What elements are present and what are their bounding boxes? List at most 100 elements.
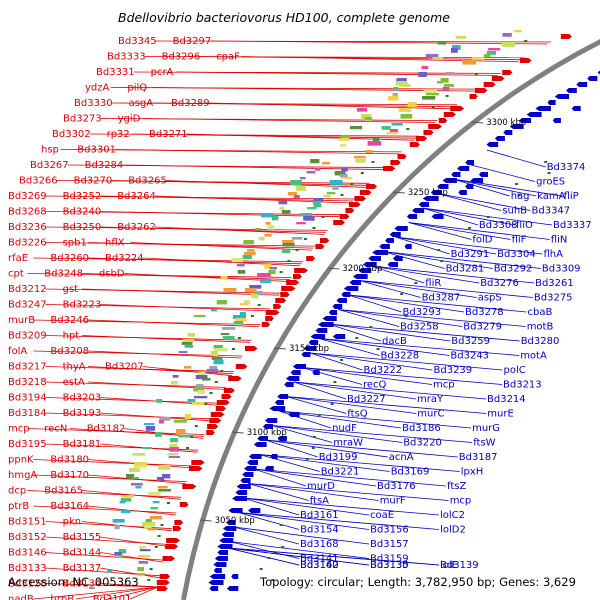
forward-gene-arrow: [253, 442, 267, 447]
leader-line-forward: [310, 352, 363, 371]
gene-labels: Bd3345 Bd3297 Bd3333 Bd3296 cpaF Bd3331 pcrA yd…: [8, 36, 592, 600]
reverse-gene-arrow: [191, 460, 205, 465]
category-block: [445, 72, 455, 75]
category-block: [386, 132, 399, 135]
gene-label-forward: Bd3259: [451, 336, 490, 347]
category-block: [423, 90, 438, 94]
leader-line-forward: [247, 483, 309, 501]
category-block: [194, 396, 208, 399]
kbp-tick-label: 3150 kbp: [289, 344, 329, 354]
gene-label-reverse: Bd3128: [8, 579, 47, 590]
forward-gene-arrow: [209, 574, 226, 579]
kbp-tick-label: 3250 kbp: [408, 188, 448, 198]
reverse-gene-arrow: [182, 484, 197, 489]
leader-line-forward: [338, 309, 400, 327]
reverse-gene-arrow: [179, 502, 189, 507]
leader-line-forward: [271, 425, 333, 443]
rna-marker: [515, 183, 519, 185]
category-block: [396, 78, 407, 83]
forward-gene-arrow: [232, 496, 248, 501]
category-block: [361, 114, 372, 119]
leader-line-reverse: [27, 490, 182, 498]
forward-gene-arrow: [262, 424, 273, 429]
leader-line-forward: [286, 396, 417, 414]
leader-line-reverse: [87, 366, 233, 375]
gene-label-reverse: Bd3146: [8, 548, 47, 559]
category-block: [381, 126, 391, 130]
leader-line-forward: [469, 164, 536, 182]
forward-gene-arrow: [270, 454, 278, 459]
category-block: [170, 381, 178, 385]
forward-gene-arrow: [328, 310, 338, 315]
category-block: [341, 168, 348, 172]
gene-label-reverse: hpt: [63, 331, 80, 342]
leader-line-reverse: [81, 490, 181, 500]
forward-gene-arrow: [494, 136, 505, 141]
leader-line-reverse: [100, 583, 158, 588]
rna-marker: [404, 315, 408, 317]
gene-label-reverse: Bd3289: [171, 98, 210, 109]
category-block: [243, 300, 251, 305]
kbp-tick-mark: [471, 121, 484, 124]
leader-line-reverse: [130, 242, 312, 251]
forward-gene-arrow: [240, 478, 251, 483]
forward-gene-arrow: [217, 550, 228, 555]
category-block: [114, 552, 122, 556]
forward-gene-arrow: [566, 88, 577, 93]
gene-label-forward: Bd3280: [521, 336, 560, 347]
gene-label-forward: Bd3199: [319, 452, 358, 463]
leader-line-forward: [452, 178, 510, 197]
category-block: [334, 171, 346, 176]
forward-gene-arrow: [248, 508, 261, 513]
leader-line-reverse: [208, 102, 453, 110]
leader-line-forward: [359, 280, 421, 298]
rna-marker: [437, 249, 441, 251]
category-block: [112, 519, 125, 523]
category-block: [306, 171, 316, 174]
category-block: [392, 93, 398, 96]
leader-line-forward: [259, 454, 390, 472]
reverse-gene-arrow: [315, 244, 325, 249]
category-block: [268, 270, 276, 275]
reverse-gene-arrow: [483, 82, 496, 87]
gene-label-forward: Bd3141: [300, 554, 339, 565]
leader-line-forward: [238, 512, 300, 530]
reverse-gene-arrow: [383, 166, 396, 171]
category-block: [240, 303, 249, 306]
forward-gene-arrow: [597, 70, 600, 75]
gene-label-forward: fliN: [551, 235, 568, 246]
gene-label-forward: Bd3156: [370, 525, 409, 536]
gene-label-reverse: Bd3330: [74, 98, 113, 109]
leader-line-forward: [395, 236, 450, 255]
rna-marker: [355, 337, 359, 339]
leader-line-reverse: [100, 567, 160, 579]
gene-label-reverse: pilQ: [127, 83, 147, 94]
gene-label-reverse: rp32: [107, 129, 130, 140]
category-block: [398, 108, 412, 112]
forward-gene-arrow: [422, 196, 439, 201]
kbp-tick-label: 3050 kbp: [215, 516, 255, 526]
category-block: [192, 402, 205, 405]
category-block: [187, 333, 196, 337]
gene-label-forward: fliF: [512, 235, 527, 246]
forward-gene-arrow: [465, 184, 474, 189]
gene-label-reverse: Bd3301: [77, 145, 116, 156]
forward-gene-arrow: [303, 346, 317, 351]
reverse-gene-arrow: [293, 274, 302, 279]
category-block: [222, 336, 235, 340]
category-block: [341, 135, 350, 138]
category-block: [350, 126, 363, 130]
forward-gene-arrow: [214, 556, 228, 561]
gene-label-forward: Bd3279: [463, 322, 502, 333]
category-block: [422, 96, 436, 100]
rna-marker: [160, 524, 164, 526]
gene-label-forward: Bd3176: [377, 481, 416, 492]
rna-marker: [340, 194, 344, 196]
leader-line-reverse: [33, 505, 177, 514]
leader-line-forward: [248, 483, 379, 501]
gene-label-forward: coaE: [370, 510, 394, 521]
rna-marker: [517, 194, 521, 196]
reverse-gene-arrow: [390, 160, 401, 165]
gene-label-reverse: recN: [44, 424, 67, 435]
gene-label-forward: mcp: [433, 380, 455, 391]
